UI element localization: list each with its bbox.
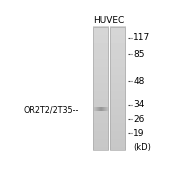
Text: 85: 85	[133, 50, 145, 59]
Bar	[110, 27, 125, 150]
Text: 19: 19	[133, 129, 145, 138]
Text: (kD): (kD)	[133, 143, 151, 152]
Text: 34: 34	[133, 100, 145, 109]
Bar	[93, 27, 108, 150]
Text: 26: 26	[133, 115, 145, 124]
Text: 117: 117	[133, 33, 151, 42]
Text: OR2T2/2T35--: OR2T2/2T35--	[24, 105, 79, 114]
Text: HUVEC: HUVEC	[93, 16, 124, 25]
Text: 48: 48	[133, 77, 145, 86]
